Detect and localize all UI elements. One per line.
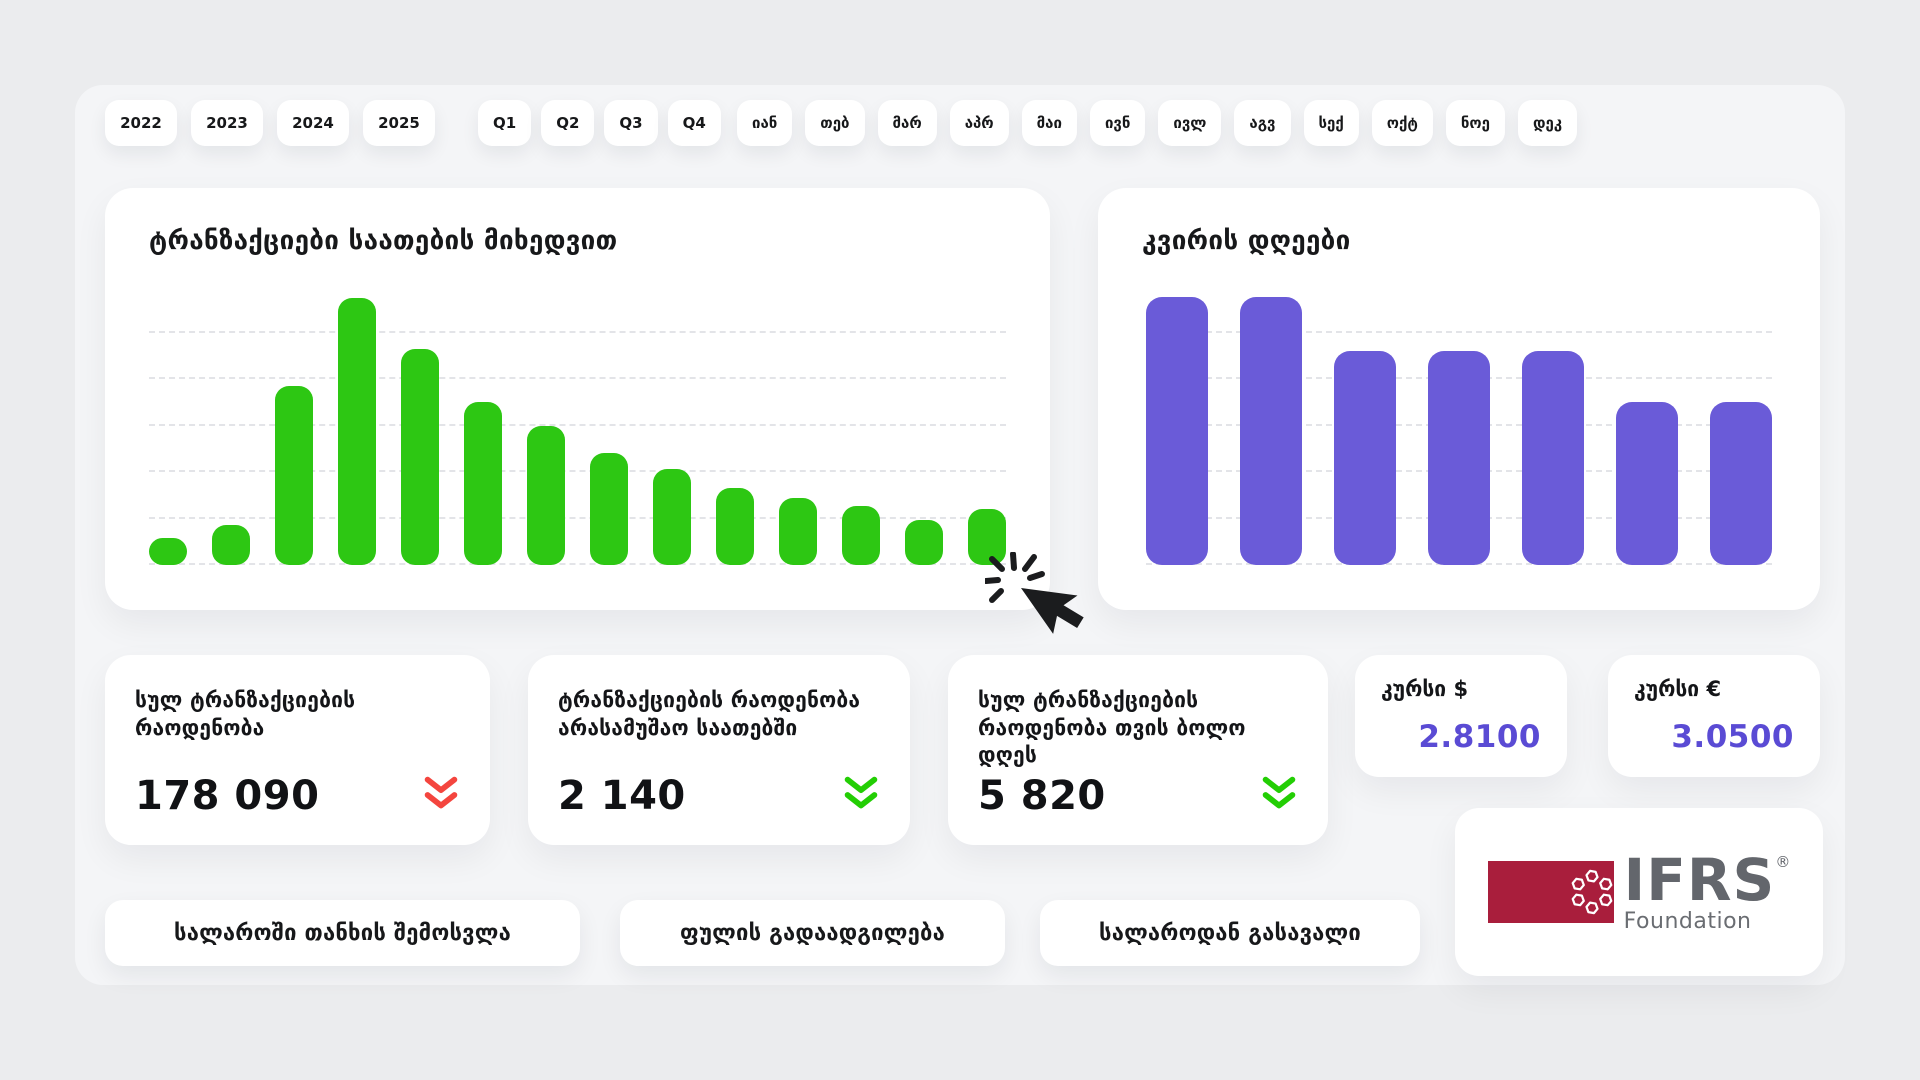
ifrs-emblem-icon: [1571, 869, 1613, 915]
quarter-button-Q1[interactable]: Q1: [478, 100, 532, 146]
stat-card-offhours-transactions: ტრანზაქციების რაოდენობა არასამუშაო საათე…: [528, 655, 910, 845]
hour-bar-8[interactable]: [590, 453, 628, 565]
registered-mark: ®: [1775, 853, 1791, 871]
trend-down-icon: [838, 771, 884, 817]
money-transfer-button[interactable]: ფულის გადაადგილება: [620, 900, 1005, 966]
weekday-transactions-card: კვირის დღეები: [1098, 188, 1820, 610]
year-button-2023[interactable]: 2023: [191, 100, 263, 146]
month-button-სექ[interactable]: სექ: [1303, 100, 1359, 146]
hour-bar-1[interactable]: [149, 538, 187, 565]
hour-bar-2[interactable]: [212, 525, 250, 565]
hour-bar-7[interactable]: [527, 426, 565, 565]
cash-outcome-button[interactable]: სალაროდან გასავალი: [1040, 900, 1420, 966]
quarter-button-Q3[interactable]: Q3: [604, 100, 658, 146]
rate-card-usd: კურსი $ 2.8100: [1355, 655, 1567, 777]
stat-card-total-transactions: სულ ტრანზაქციების რაოდენობა 178 090: [105, 655, 490, 845]
weekday-bar-2[interactable]: [1240, 297, 1302, 565]
gridline: [149, 331, 1006, 333]
month-button-ნოე[interactable]: ნოე: [1445, 100, 1505, 146]
weekday-bars: [1146, 297, 1772, 565]
weekday-bar-4[interactable]: [1428, 351, 1490, 565]
month-button-აგვ[interactable]: აგვ: [1234, 100, 1291, 146]
month-button-ივნ[interactable]: ივნ: [1089, 100, 1146, 146]
gridline: [1146, 331, 1772, 333]
gridline: [149, 517, 1006, 519]
ifrs-logo-card: IFRS ® Foundation: [1455, 808, 1823, 976]
rate-label-usd: კურსი $: [1381, 677, 1469, 701]
stat-value: 178 090: [135, 773, 320, 819]
year-button-2025[interactable]: 2025: [363, 100, 435, 146]
weekday-bar-1[interactable]: [1146, 297, 1208, 565]
weekday-bar-3[interactable]: [1334, 351, 1396, 565]
month-button-თებ[interactable]: თებ: [805, 100, 865, 146]
hourly-chart-title: ტრანზაქციები საათების მიხედვით: [149, 226, 618, 256]
rate-label-eur: კურსი €: [1634, 677, 1722, 701]
ifrs-logo-mark: [1487, 861, 1614, 923]
gridline: [149, 563, 1006, 565]
hour-bar-11[interactable]: [779, 498, 817, 565]
hour-bar-6[interactable]: [464, 402, 502, 565]
ifrs-subtitle: Foundation: [1623, 909, 1752, 934]
stat-label: სულ ტრანზაქციების რაოდენობა თვის ბოლო დღ…: [978, 688, 1246, 768]
trend-down-icon: [418, 771, 464, 817]
weekday-bar-5[interactable]: [1522, 351, 1584, 565]
year-button-2022[interactable]: 2022: [105, 100, 177, 146]
hour-bar-3[interactable]: [275, 386, 313, 565]
month-button-ოქტ[interactable]: ოქტ: [1371, 100, 1433, 146]
hour-bar-5[interactable]: [401, 349, 439, 565]
stat-label: სულ ტრანზაქციების რაოდენობა: [135, 688, 356, 740]
rate-card-eur: კურსი € 3.0500: [1608, 655, 1820, 777]
month-button-აპრ[interactable]: აპრ: [949, 100, 1009, 146]
year-button-2024[interactable]: 2024: [277, 100, 349, 146]
month-button-მაი[interactable]: მაი: [1021, 100, 1077, 146]
weekday-bar-7[interactable]: [1710, 402, 1772, 565]
rate-value-usd: 2.8100: [1418, 719, 1541, 755]
gridline: [149, 377, 1006, 379]
year-filter-group: 2022 2023 2024 2025: [105, 100, 435, 146]
cash-income-button[interactable]: სალაროში თანხის შემოსვლა: [105, 900, 580, 966]
hour-bar-4[interactable]: [338, 298, 376, 565]
ifrs-foundation-logo: IFRS ® Foundation: [1455, 808, 1823, 976]
rate-value-eur: 3.0500: [1671, 719, 1794, 755]
month-button-იან[interactable]: იან: [737, 100, 793, 146]
month-filter-group: იან თებ მარ აპრ მაი ივნ ივლ აგვ სექ ოქტ ნოე დეკ: [737, 100, 1578, 146]
hour-bar-9[interactable]: [653, 469, 691, 565]
weekday-bar-6[interactable]: [1616, 402, 1678, 565]
hour-bar-10[interactable]: [716, 488, 754, 565]
stat-card-monthend-transactions: სულ ტრანზაქციების რაოდენობა თვის ბოლო დღ…: [948, 655, 1328, 845]
trend-down-icon: [1256, 771, 1302, 817]
hour-bars: [149, 298, 1006, 565]
ifrs-brand-text: IFRS: [1623, 846, 1776, 914]
gridline: [149, 470, 1006, 472]
hourly-bar-chart: [149, 285, 1006, 565]
hour-bar-13[interactable]: [905, 520, 943, 565]
quarter-filter-group: Q1 Q2 Q3 Q4: [478, 100, 721, 146]
hourly-transactions-card: ტრანზაქციები საათების მიხედვით: [105, 188, 1050, 610]
month-button-ივლ[interactable]: ივლ: [1158, 100, 1222, 146]
stat-value: 5 820: [978, 773, 1106, 819]
hour-bar-12[interactable]: [842, 506, 880, 565]
weekday-chart-title: კვირის დღეები: [1142, 226, 1351, 256]
month-button-დეკ[interactable]: დეკ: [1517, 100, 1578, 146]
quarter-button-Q2[interactable]: Q2: [541, 100, 595, 146]
weekday-bar-chart: [1146, 285, 1772, 565]
hour-bar-14[interactable]: [968, 509, 1006, 565]
stat-value: 2 140: [558, 773, 686, 819]
quarter-button-Q4[interactable]: Q4: [667, 100, 721, 146]
month-button-მარ[interactable]: მარ: [877, 100, 937, 146]
stat-label: ტრანზაქციების რაოდენობა არასამუშაო საათე…: [558, 688, 861, 740]
gridline: [149, 424, 1006, 426]
